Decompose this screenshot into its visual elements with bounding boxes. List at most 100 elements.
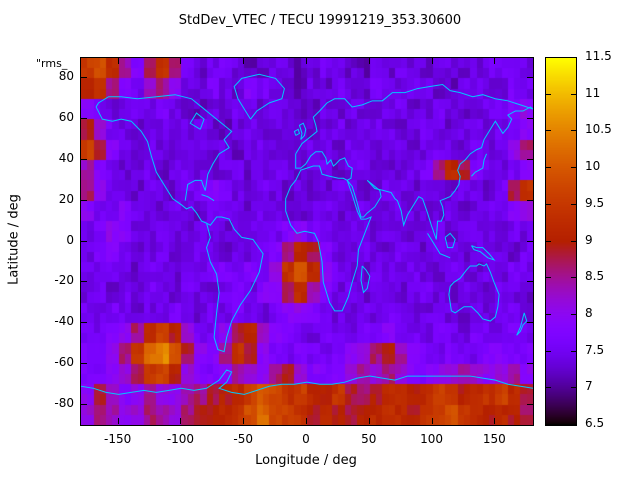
coastline-hudson-bay (190, 113, 204, 129)
y-tick-mark (527, 77, 533, 78)
x-tick-mark (432, 418, 433, 424)
x-tick-mark (180, 418, 181, 424)
x-tick-mark (306, 58, 307, 64)
y-tick-mark (81, 118, 87, 119)
coastline-uk (299, 123, 305, 139)
coastline-sumatra-java (428, 233, 451, 257)
y-tick-mark (81, 241, 87, 242)
colorbar-tick-label: 11 (585, 85, 601, 100)
colorbar-tick-label: 7 (585, 379, 593, 394)
colorbar-tick-mark (571, 57, 576, 58)
colorbar-tick-mark (546, 204, 551, 205)
colorbar-tick-label: 9.5 (585, 195, 605, 210)
coastline-ireland (294, 129, 299, 135)
colorbar-tick-label: 6.5 (585, 416, 605, 430)
x-tick-mark (243, 58, 244, 64)
y-axis-label: Latitude / deg (6, 194, 22, 285)
y-tick-label: -60 (54, 354, 74, 369)
colorbar-tick-label: 10 (585, 159, 601, 174)
colorbar-tick-label: 8.5 (585, 269, 605, 284)
coastline-antarctica (81, 370, 533, 394)
y-tick-mark (81, 404, 87, 405)
colorbar-tick-label: 11.5 (585, 49, 612, 63)
x-tick-mark (118, 58, 119, 64)
coastline-new-guinea (471, 246, 494, 260)
x-tick-mark (494, 58, 495, 64)
world-coastline-overlay (81, 58, 533, 425)
coastline-gulf-of-mexico (185, 180, 205, 200)
x-tick-label: -50 (233, 432, 254, 446)
colorbar-tick-mark (546, 277, 551, 278)
coastline-africa (286, 166, 371, 311)
chart-title: StdDev_VTEC / TECU 19991219_353.30600 (178, 13, 462, 28)
x-tick-mark (180, 58, 181, 64)
x-tick-label: 100 (420, 432, 443, 446)
colorbar-tick-mark (571, 314, 576, 315)
x-tick-mark (494, 418, 495, 424)
x-tick-mark (306, 418, 307, 424)
coastline-greenland (234, 74, 284, 119)
colorbar-tick-mark (546, 241, 551, 242)
coastline-southeast-asia-china (423, 160, 466, 240)
coastline-north-america-west (96, 107, 206, 223)
y-tick-label: 60 (58, 110, 74, 125)
y-tick-mark (527, 118, 533, 119)
y-tick-mark (527, 404, 533, 405)
y-tick-label: 0 (66, 232, 74, 247)
x-axis-label: Longitude / deg (255, 453, 357, 468)
colorbar-tick-mark (571, 94, 576, 95)
plot-area (80, 57, 534, 426)
x-tick-label: 150 (482, 432, 506, 446)
x-tick-label: -150 (104, 432, 132, 446)
coastline-cuba (202, 195, 215, 201)
y-tick-mark (81, 363, 87, 364)
coastline-eurasia-north (296, 85, 533, 154)
colorbar-tick-mark (571, 387, 576, 388)
colorbar-tick-mark (571, 351, 576, 352)
y-tick-mark (81, 281, 87, 282)
colorbar-tick-mark (546, 387, 551, 388)
y-tick-mark (527, 159, 533, 160)
y-tick-mark (527, 200, 533, 201)
colorbar-tick-label: 9 (585, 232, 593, 247)
coastline-japan (471, 154, 486, 176)
x-tick-label: 0 (302, 432, 310, 446)
coastline-australia (449, 264, 499, 321)
y-tick-mark (527, 322, 533, 323)
y-tick-mark (81, 200, 87, 201)
colorbar-tick-mark (571, 130, 576, 131)
y-tick-mark (527, 363, 533, 364)
y-tick-mark (81, 322, 87, 323)
key-corner-label: "rms_ (36, 57, 68, 70)
colorbar-tick-mark (546, 167, 551, 168)
x-tick-mark (369, 418, 370, 424)
coastline-group (81, 74, 533, 394)
coastline-arabia (347, 180, 381, 217)
coastline-northeast-asia (465, 107, 533, 160)
y-tick-mark (81, 159, 87, 160)
colorbar-tick-mark (571, 167, 576, 168)
colorbar-tick-label: 10.5 (585, 122, 612, 137)
coastline-borneo (445, 233, 455, 247)
x-tick-label: 50 (361, 432, 377, 446)
y-tick-mark (527, 281, 533, 282)
y-tick-mark (81, 77, 87, 78)
y-tick-mark (527, 241, 533, 242)
y-tick-label: 40 (58, 150, 74, 165)
colorbar-tick-label: 7.5 (585, 342, 605, 357)
colorbar-tick-mark (546, 57, 551, 58)
colorbar-tick-mark (546, 351, 551, 352)
coastline-north-america-east (96, 95, 232, 191)
x-tick-mark (369, 58, 370, 64)
y-tick-label: 80 (58, 69, 74, 84)
colorbar-tick-mark (546, 94, 551, 95)
coastline-europe-mediterranean (296, 152, 353, 181)
colorbar-tick-mark (571, 424, 576, 425)
colorbar-tick-mark (546, 314, 551, 315)
colorbar-tick-mark (571, 277, 576, 278)
x-tick-label: -100 (166, 432, 195, 446)
coastline-south-asia (367, 180, 422, 225)
colorbar-tick-mark (546, 130, 551, 131)
x-tick-mark (243, 418, 244, 424)
x-tick-mark (432, 58, 433, 64)
